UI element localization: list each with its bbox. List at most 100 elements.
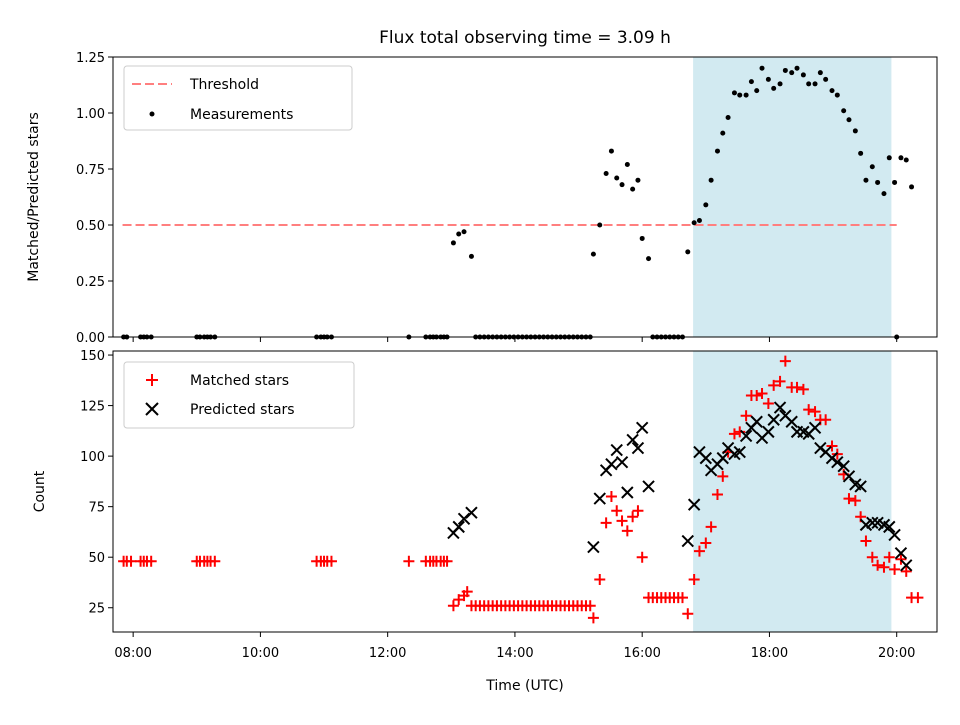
top-y-tick-label: 0.25	[76, 275, 105, 290]
matched-point	[843, 493, 855, 505]
x-tick-label: 14:00	[496, 646, 533, 661]
measurement-point	[782, 67, 788, 73]
predicted-point	[842, 470, 856, 483]
top-y-ticks: 0.00 0.25 0.50 0.75 1.00 1.25	[76, 51, 113, 346]
predicted-legend-label: Predicted stars	[190, 402, 295, 418]
measurement-point	[624, 162, 630, 168]
bottom-y-tick-label: 75	[88, 501, 105, 516]
measurement-point	[614, 175, 620, 181]
matched-point	[700, 537, 712, 549]
measurement-point	[794, 65, 800, 71]
measurement-point	[892, 179, 898, 185]
predicted-point	[681, 534, 694, 548]
measurement-point	[852, 128, 858, 134]
measurement-point	[590, 251, 596, 257]
measurement-point	[748, 79, 754, 85]
matched-point	[756, 387, 768, 399]
predicted-point	[900, 559, 913, 572]
top-y-tick-label: 0.00	[76, 331, 105, 346]
matched-point	[820, 414, 832, 426]
predicted-point	[621, 486, 634, 499]
matched-point	[616, 515, 628, 527]
top-y-tick-label: 0.75	[76, 163, 105, 178]
matched-point	[900, 565, 912, 577]
predicted-point	[687, 498, 701, 511]
predicted-point	[733, 445, 746, 459]
predicted-point	[465, 506, 478, 519]
x-tick-label: 20:00	[878, 646, 915, 661]
measurement-point	[806, 81, 812, 87]
matched-point	[587, 612, 599, 624]
predicted-point	[894, 546, 908, 560]
matched-points	[118, 355, 924, 624]
measurement-point	[886, 155, 892, 161]
matched-point	[636, 551, 648, 563]
top-plot-frame	[112, 56, 938, 338]
x-tick-label: 12:00	[369, 646, 406, 661]
bottom-legend: Matched stars Predicted stars	[123, 361, 355, 429]
measurement-point	[639, 235, 645, 241]
measurement-point	[909, 184, 915, 190]
x-tick-label: 16:00	[623, 646, 660, 661]
measurement-point	[720, 130, 726, 136]
measurement-point	[812, 81, 818, 87]
matched-legend-swatch	[146, 374, 158, 386]
matched-point	[883, 551, 895, 563]
predicted-point	[587, 540, 600, 554]
bottom-y-tick-label: 50	[88, 551, 105, 566]
bottom-y-tick-label: 125	[80, 400, 105, 415]
predicted-points	[447, 401, 913, 572]
measurement-point	[765, 76, 771, 82]
measurement-point	[737, 92, 743, 98]
measurement-point	[800, 72, 806, 78]
predicted-point	[615, 455, 629, 469]
matched-point	[860, 535, 872, 547]
matched-point	[774, 375, 786, 387]
bottom-shaded-span	[693, 351, 892, 632]
matched-point	[600, 517, 612, 529]
predicted-point	[699, 451, 713, 465]
bottom-y-tick-label: 150	[80, 349, 105, 364]
matched-point	[705, 521, 717, 533]
top-shaded-span	[693, 57, 892, 337]
top-y-tick-label: 1.25	[76, 51, 105, 66]
matched-point	[791, 381, 803, 393]
bottom-y-tick-label: 100	[80, 450, 105, 465]
predicted-point	[452, 520, 465, 534]
measurement-point	[461, 229, 467, 235]
matched-point	[627, 511, 639, 523]
measurement-point	[903, 157, 909, 163]
measurement-point	[691, 220, 697, 226]
matched-point	[889, 563, 901, 575]
measurement-point	[881, 191, 887, 197]
matched-point	[682, 608, 694, 620]
matched-point	[866, 551, 878, 563]
measurement-point	[696, 218, 702, 224]
measurement-point	[685, 249, 691, 255]
matched-point	[611, 505, 623, 517]
measurement-point	[619, 182, 625, 188]
matched-point	[751, 389, 763, 401]
predicted-point	[785, 415, 798, 428]
matched-point	[145, 555, 157, 567]
predicted-point	[831, 455, 844, 469]
measurement-point	[456, 231, 462, 237]
matched-point	[878, 561, 890, 573]
measurement-point	[731, 90, 737, 96]
matched-point	[325, 555, 337, 567]
matched-point	[826, 440, 838, 452]
predicted-point	[883, 520, 896, 534]
bottom-y-axis-label: Count	[32, 470, 48, 512]
top-y-tick-label: 1.00	[76, 107, 105, 122]
predicted-point	[631, 441, 645, 455]
predicted-point	[808, 421, 822, 435]
measurement-point	[869, 164, 875, 170]
measurement-point	[754, 88, 760, 94]
matched-point	[779, 355, 791, 367]
top-x-ticks	[132, 337, 898, 342]
predicted-point	[626, 433, 639, 447]
measurement-point	[468, 253, 474, 259]
x-axis-label: Time (UTC)	[485, 678, 563, 694]
measurement-point	[635, 177, 641, 183]
matched-point	[912, 592, 924, 604]
